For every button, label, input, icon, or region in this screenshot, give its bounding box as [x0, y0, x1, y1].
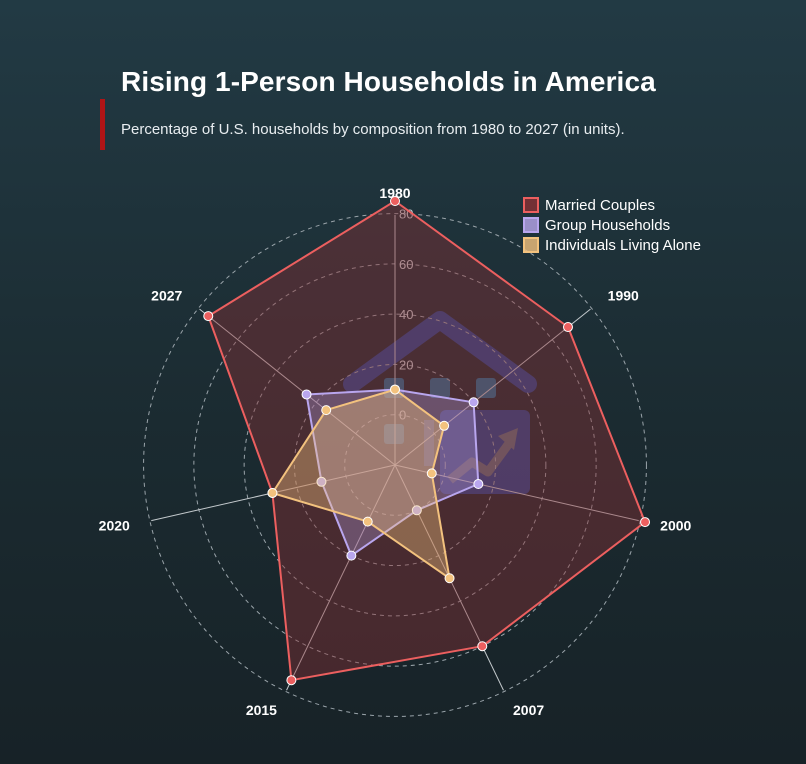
category-label: 1980 [379, 185, 410, 201]
data-point[interactable] [477, 641, 488, 652]
axis-spoke [199, 308, 396, 466]
data-point[interactable] [444, 573, 455, 584]
chart-title: Rising 1-Person Households in America [121, 66, 656, 97]
radial-tick-label: 60 [399, 257, 413, 272]
category-label: 2015 [246, 702, 277, 718]
radial-tick-label: 0 [399, 408, 406, 423]
axis-spoke [394, 308, 591, 466]
data-point[interactable] [286, 675, 297, 686]
data-point[interactable] [390, 384, 400, 395]
legend-swatch [523, 237, 539, 253]
grid-circle [344, 414, 446, 516]
data-point[interactable] [203, 311, 214, 322]
title-accent-bar [100, 99, 105, 150]
axis-spoke [286, 464, 396, 691]
data-point[interactable] [390, 196, 400, 206]
data-point[interactable] [301, 389, 312, 400]
data-point[interactable] [426, 468, 437, 479]
data-point[interactable] [640, 517, 651, 528]
category-label: 1990 [608, 287, 639, 303]
chart-subtitle: Percentage of U.S. households by composi… [121, 121, 625, 138]
data-point[interactable] [468, 397, 479, 408]
grid-circle [143, 213, 647, 717]
data-point[interactable] [562, 322, 573, 333]
data-point[interactable] [439, 420, 450, 431]
data-point[interactable] [321, 405, 332, 416]
data-point[interactable] [473, 479, 484, 490]
grid-circle [243, 313, 547, 617]
radial-tick-label: 40 [399, 307, 413, 322]
house-chart-icon [343, 311, 537, 494]
data-point[interactable] [411, 505, 422, 516]
category-label: 2000 [660, 518, 691, 534]
category-label: 2027 [151, 287, 182, 303]
data-point[interactable] [362, 516, 373, 527]
series-area [207, 200, 646, 682]
data-point[interactable] [316, 476, 327, 487]
data-point[interactable] [267, 487, 278, 498]
category-label: 2007 [513, 702, 544, 718]
data-point[interactable] [346, 550, 357, 561]
radial-tick-label: 20 [399, 357, 413, 372]
legend-label: Married Couples [545, 197, 655, 214]
legend-swatch [523, 217, 539, 233]
category-label: 2020 [99, 518, 130, 534]
legend-swatch [523, 197, 539, 213]
legend-label: Group Households [545, 217, 670, 234]
series-area [271, 388, 451, 580]
radial-tick-label: 80 [399, 207, 413, 222]
legend-label: Individuals Living Alone [545, 237, 701, 254]
